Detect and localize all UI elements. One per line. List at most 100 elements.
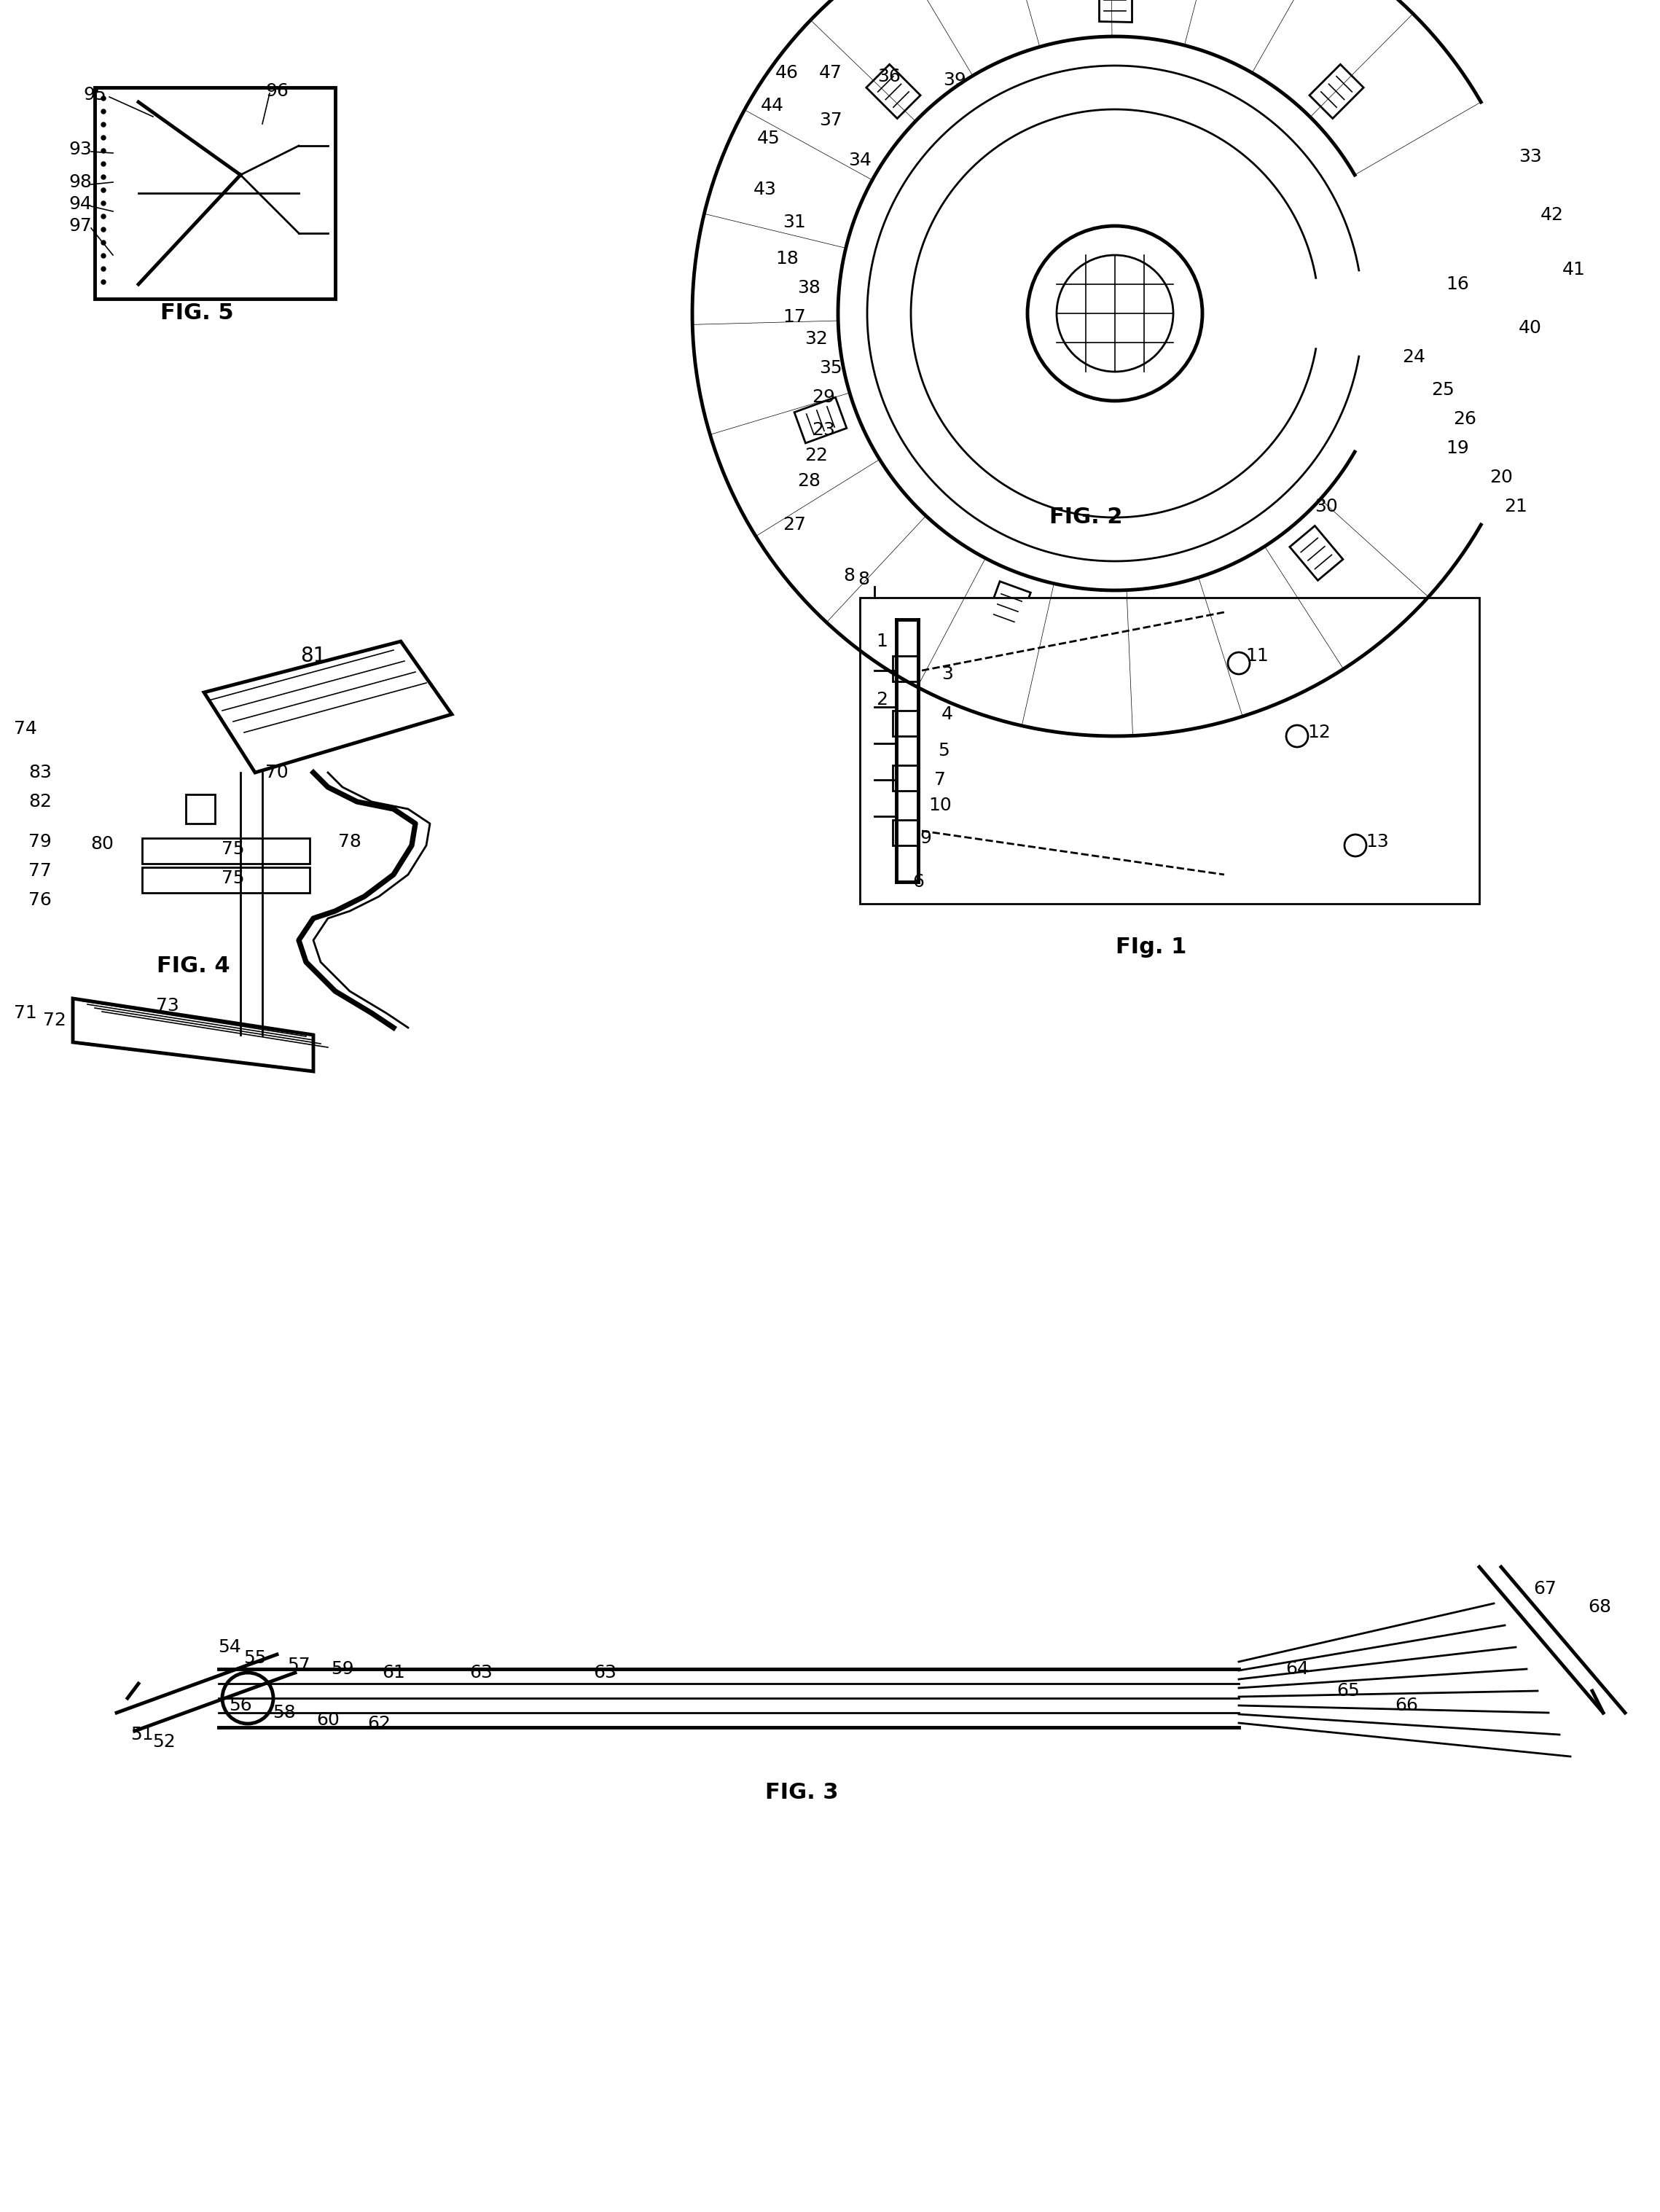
- Bar: [893, 710, 918, 737]
- Text: 94: 94: [68, 195, 91, 212]
- Text: 61: 61: [382, 1663, 405, 1681]
- Text: 41: 41: [1562, 261, 1585, 279]
- Bar: [186, 794, 214, 823]
- Text: 2: 2: [876, 690, 888, 708]
- Circle shape: [1286, 726, 1308, 748]
- Text: 39: 39: [943, 71, 966, 88]
- Text: 81: 81: [300, 646, 325, 666]
- Text: 38: 38: [797, 279, 820, 296]
- Text: 4: 4: [941, 706, 953, 723]
- Text: 78: 78: [339, 834, 362, 852]
- Text: 58: 58: [272, 1703, 295, 1721]
- Bar: [1099, 0, 1132, 22]
- Text: 71: 71: [13, 1004, 37, 1022]
- Text: 13: 13: [1366, 834, 1389, 852]
- Text: 34: 34: [848, 153, 872, 168]
- Circle shape: [101, 161, 106, 166]
- Circle shape: [101, 148, 106, 153]
- Text: 83: 83: [28, 763, 51, 781]
- Text: 9: 9: [920, 830, 931, 847]
- Text: 37: 37: [818, 111, 842, 128]
- Text: 1: 1: [876, 633, 888, 650]
- Text: 31: 31: [784, 215, 805, 230]
- Text: 75: 75: [222, 869, 244, 887]
- Circle shape: [101, 281, 106, 285]
- Text: 23: 23: [812, 420, 835, 438]
- Text: 63: 63: [593, 1663, 616, 1681]
- Circle shape: [1228, 653, 1250, 675]
- Text: 18: 18: [775, 250, 798, 268]
- Circle shape: [1028, 226, 1202, 400]
- Text: 63: 63: [470, 1663, 493, 1681]
- Text: FIG. 5: FIG. 5: [159, 303, 234, 323]
- Circle shape: [101, 228, 106, 232]
- Bar: [893, 657, 918, 681]
- Bar: [795, 398, 847, 442]
- Text: 75: 75: [222, 841, 244, 858]
- Text: 98: 98: [68, 173, 91, 190]
- Circle shape: [101, 175, 106, 179]
- Circle shape: [101, 201, 106, 206]
- Text: 70: 70: [266, 763, 289, 781]
- Text: 77: 77: [28, 863, 51, 880]
- Text: 21: 21: [1504, 498, 1527, 515]
- Circle shape: [222, 1672, 274, 1723]
- Text: FIg. 1: FIg. 1: [1116, 938, 1187, 958]
- Text: 33: 33: [1519, 148, 1542, 166]
- Text: 35: 35: [818, 358, 842, 376]
- Text: 59: 59: [330, 1661, 354, 1677]
- Bar: [95, 88, 335, 299]
- Text: 66: 66: [1394, 1697, 1418, 1714]
- Bar: [867, 64, 920, 119]
- Text: 36: 36: [878, 69, 901, 86]
- Text: 5: 5: [938, 741, 950, 759]
- Text: 45: 45: [757, 131, 780, 148]
- Circle shape: [1057, 254, 1174, 372]
- Circle shape: [101, 188, 106, 192]
- Text: 74: 74: [13, 721, 37, 737]
- Text: 56: 56: [229, 1697, 252, 1714]
- Text: 76: 76: [28, 891, 51, 909]
- Text: 27: 27: [782, 515, 805, 533]
- Polygon shape: [204, 641, 452, 772]
- Circle shape: [101, 254, 106, 259]
- Text: 42: 42: [1540, 206, 1564, 223]
- Text: 11: 11: [1245, 648, 1268, 664]
- Text: 67: 67: [1534, 1579, 1557, 1597]
- Circle shape: [101, 215, 106, 219]
- Circle shape: [1345, 834, 1366, 856]
- Text: 60: 60: [317, 1712, 340, 1730]
- Text: 20: 20: [1489, 469, 1512, 487]
- Text: 97: 97: [68, 217, 91, 234]
- Text: 47: 47: [818, 64, 842, 82]
- Text: 79: 79: [28, 834, 51, 852]
- Text: 52: 52: [153, 1734, 176, 1750]
- Text: 73: 73: [156, 998, 179, 1015]
- Text: FIG. 3: FIG. 3: [765, 1783, 838, 1803]
- Text: 55: 55: [244, 1650, 267, 1668]
- Text: 26: 26: [1452, 411, 1476, 427]
- Bar: [143, 838, 310, 863]
- Text: 44: 44: [760, 97, 784, 115]
- Text: 3: 3: [941, 666, 953, 684]
- Text: 46: 46: [775, 64, 798, 82]
- Text: FIG. 4: FIG. 4: [156, 956, 229, 975]
- Text: 62: 62: [367, 1714, 390, 1732]
- Text: 8: 8: [858, 571, 870, 588]
- Text: 72: 72: [43, 1011, 66, 1029]
- Text: 64: 64: [1285, 1661, 1308, 1677]
- Text: FIG. 2: FIG. 2: [1049, 507, 1122, 529]
- Text: 82: 82: [28, 792, 51, 810]
- Text: 7: 7: [935, 772, 946, 790]
- Text: 29: 29: [812, 389, 835, 407]
- Circle shape: [101, 95, 106, 100]
- Text: 32: 32: [805, 330, 828, 347]
- Circle shape: [101, 268, 106, 272]
- Text: 10: 10: [928, 796, 951, 814]
- Bar: [893, 821, 918, 845]
- Text: 6: 6: [913, 874, 925, 891]
- Text: 54: 54: [217, 1639, 241, 1657]
- Text: 51: 51: [131, 1725, 154, 1743]
- Text: 96: 96: [266, 82, 289, 100]
- Bar: [143, 867, 310, 894]
